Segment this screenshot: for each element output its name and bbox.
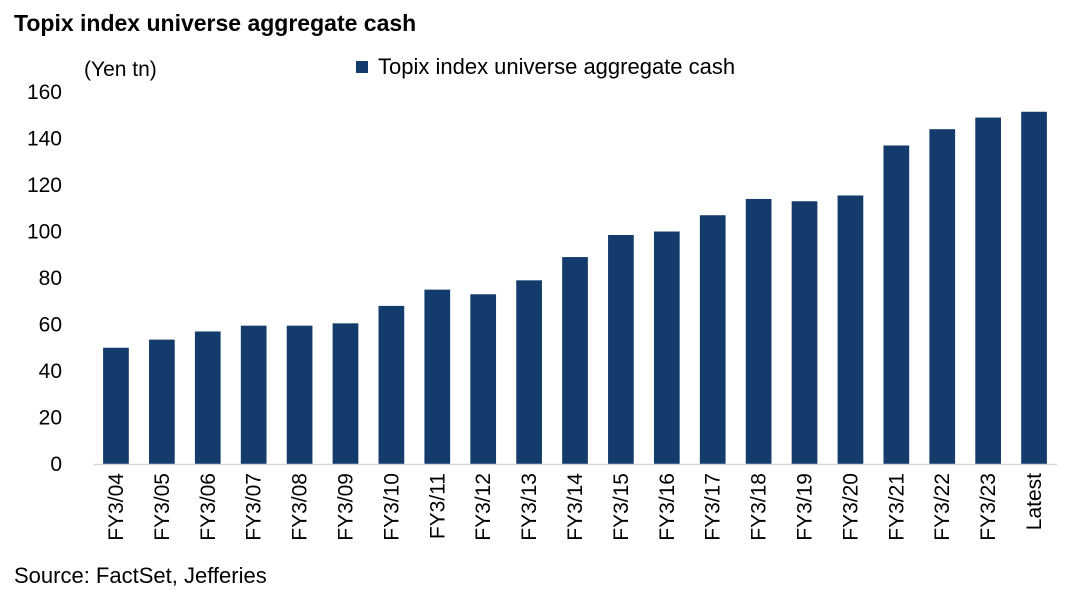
bar-series	[103, 111, 1047, 465]
y-tick-label: 140	[27, 128, 62, 151]
y-tick-label: 120	[27, 174, 62, 197]
bar	[745, 198, 772, 464]
bar	[791, 201, 818, 464]
bar	[608, 234, 634, 464]
y-tick-label: 40	[39, 360, 62, 383]
source-note: Source: FactSet, Jefferies	[14, 563, 267, 588]
x-tick-label: FY3/12	[472, 473, 495, 541]
x-tick-label: FY3/14	[564, 473, 587, 541]
bar	[149, 339, 175, 464]
y-tick-label: 0	[50, 453, 62, 476]
x-tick-label: FY3/08	[289, 473, 312, 541]
y-tick-label: 100	[27, 221, 62, 244]
bar	[470, 294, 497, 464]
bar	[699, 215, 726, 464]
legend-label: Topix index universe aggregate cash	[378, 54, 736, 79]
x-tick-label: FY3/17	[702, 473, 725, 541]
x-tick-label: FY3/06	[197, 473, 220, 541]
x-tick-label: FY3/21	[885, 473, 908, 541]
bar	[194, 331, 221, 464]
x-tick-label: FY3/23	[977, 473, 1000, 541]
y-tick-label: 20	[39, 407, 62, 430]
bar	[1021, 111, 1047, 464]
x-tick-label: FY3/09	[334, 473, 357, 541]
legend-swatch	[356, 61, 368, 73]
bar	[286, 325, 313, 464]
bar	[975, 117, 1001, 464]
x-tick-label: FY3/15	[610, 473, 633, 541]
bar	[562, 257, 588, 464]
x-tick-label: FY3/22	[931, 473, 954, 541]
x-tick-label: FY3/11	[426, 473, 449, 539]
x-tick-label: FY3/04	[105, 473, 128, 541]
bar	[378, 305, 405, 464]
x-tick-label: FY3/20	[839, 473, 862, 541]
x-axis: FY3/04 FY3/05 FY3/06 FY3/07 FY3/08 FY3/09 FY3/…	[105, 473, 1046, 541]
y-axis-unit-label: (Yen tn)	[84, 58, 157, 81]
bar	[103, 347, 129, 464]
x-tick-label: FY3/05	[151, 473, 174, 541]
legend: Topix index universe aggregate cash	[356, 54, 735, 80]
y-tick-label: 60	[39, 314, 62, 337]
x-tick-label: FY3/07	[243, 473, 266, 541]
bar	[332, 323, 359, 464]
x-tick-label: FY3/19	[794, 473, 817, 541]
x-tick-label: FY3/18	[748, 473, 771, 541]
bar	[883, 145, 910, 465]
bar	[653, 231, 680, 464]
bar	[516, 280, 542, 464]
x-tick-label: FY3/10	[380, 473, 403, 541]
x-tick-label: FY3/13	[518, 473, 541, 541]
chart-title: Topix index universe aggregate cash	[14, 10, 417, 36]
y-tick-label: 160	[27, 81, 62, 104]
bar	[240, 325, 267, 464]
y-axis: 0 20 40 60 80 100 120 140 160	[27, 81, 62, 476]
x-tick-label: Latest	[1023, 473, 1046, 530]
bar	[929, 129, 956, 464]
y-tick-label: 80	[39, 267, 62, 290]
bar	[424, 289, 451, 465]
x-tick-label: FY3/16	[656, 473, 679, 541]
bar	[837, 195, 864, 464]
